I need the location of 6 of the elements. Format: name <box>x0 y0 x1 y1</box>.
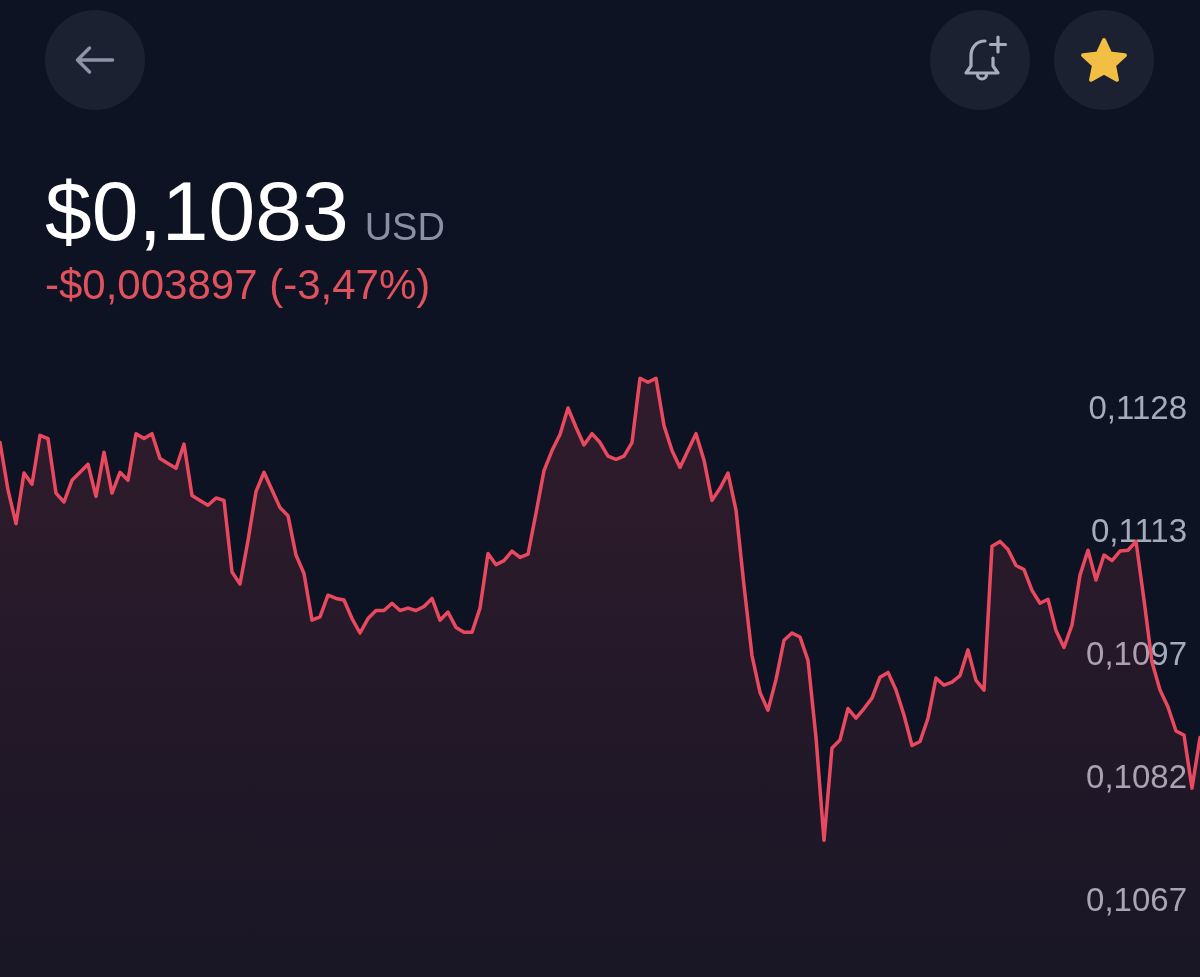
y-tick-label: 0,1113 <box>1090 512 1187 550</box>
y-tick-label: 0,1067 <box>1086 881 1187 919</box>
chart-title: $0,1083 USD <box>45 164 445 258</box>
y-tick-label: 0,1128 <box>1088 389 1187 427</box>
chart-subtitle: -$0,003897 (-3,47%) <box>45 261 431 308</box>
y-tick-label: 0,1082 <box>1086 758 1187 796</box>
